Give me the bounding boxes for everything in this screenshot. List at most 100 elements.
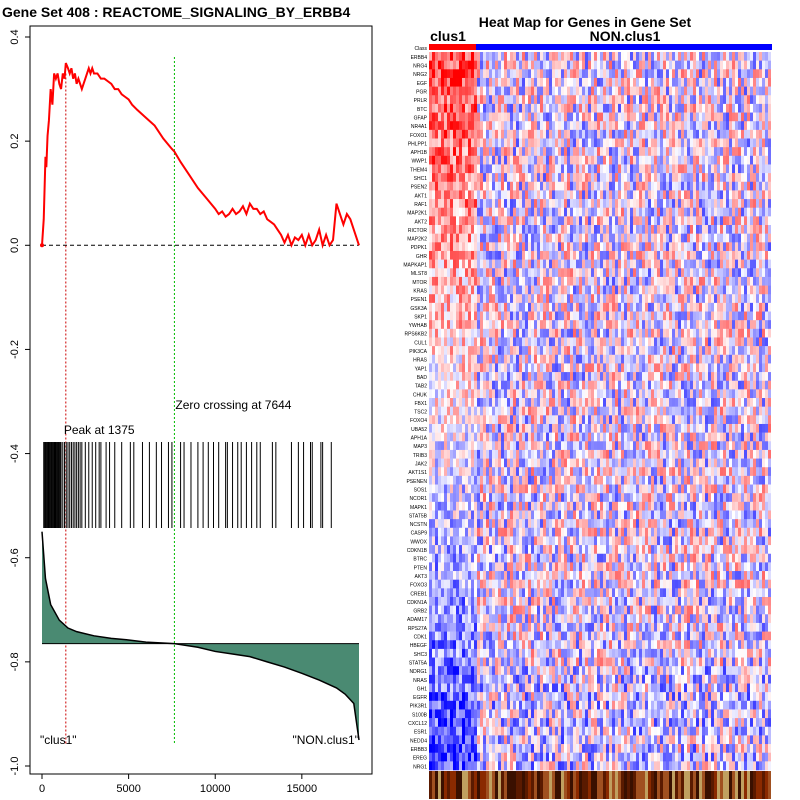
heatmap-cell	[657, 207, 660, 217]
heatmap-cell	[504, 285, 507, 295]
heatmap-cell	[537, 250, 540, 260]
heatmap-cell	[462, 216, 465, 226]
heatmap-cell	[654, 311, 657, 321]
heatmap-cell	[528, 259, 531, 269]
heatmap-cell	[546, 354, 549, 364]
heatmap-cell	[603, 268, 606, 278]
heatmap-cell	[666, 346, 669, 356]
heatmap-cell	[528, 363, 531, 373]
heatmap-cell	[768, 60, 771, 70]
heatmap-cell	[636, 268, 639, 278]
heatmap-cell	[507, 346, 510, 356]
heatmap-cell	[624, 129, 627, 139]
heatmap-cell	[519, 207, 522, 217]
heatmap-cell	[486, 95, 489, 105]
heatmap-cell	[606, 380, 609, 390]
heatmap-cell	[528, 52, 531, 61]
heatmap-cell	[738, 129, 741, 139]
heatmap-cell	[675, 69, 678, 79]
heatmap-cell	[621, 380, 624, 390]
heatmap-cell	[576, 52, 579, 61]
heatmap-cell	[531, 225, 534, 234]
heatmap-cell	[741, 103, 744, 113]
heatmap-cell	[522, 415, 525, 425]
heatmap-cell	[432, 259, 435, 269]
heatmap-cell	[666, 259, 669, 269]
heatmap-cell	[672, 380, 675, 390]
heatmap-cell	[765, 242, 768, 252]
heatmap-cell	[588, 415, 591, 425]
heatmap-cell	[603, 173, 606, 183]
heatmap-cell	[543, 225, 546, 234]
heatmap-cell	[708, 103, 711, 113]
heatmap-cell	[756, 164, 759, 174]
heatmap-cell	[615, 372, 618, 382]
heatmap-cell	[678, 69, 681, 79]
heatmap-cell	[645, 268, 648, 278]
heatmap-cell	[669, 190, 672, 200]
heatmap-cell	[714, 398, 717, 407]
heatmap-cell	[561, 242, 564, 252]
heatmap-cell	[765, 199, 768, 209]
heatmap-cell	[429, 294, 432, 304]
heatmap-cell	[465, 259, 468, 269]
heatmap-cell	[717, 259, 720, 269]
heatmap-cell	[726, 60, 729, 70]
heatmap-cell	[711, 285, 714, 295]
heatmap-cell	[654, 129, 657, 139]
heatmap-cell	[582, 250, 585, 260]
heatmap-cell	[498, 259, 501, 269]
heatmap-cell	[621, 199, 624, 209]
heatmap-cell	[543, 346, 546, 356]
heatmap-cell	[501, 164, 504, 174]
heatmap-cell	[732, 354, 735, 364]
heatmap-cell	[726, 346, 729, 356]
heatmap-cell	[447, 302, 450, 312]
heatmap-cell	[519, 103, 522, 113]
heatmap-cell	[588, 147, 591, 157]
heatmap-cell	[615, 389, 618, 399]
heatmap-cell	[741, 346, 744, 356]
heatmap-cell	[588, 173, 591, 183]
heatmap-cell	[438, 52, 441, 61]
heatmap-cell	[516, 138, 519, 148]
heatmap-cell	[699, 320, 702, 330]
heatmap-cell	[516, 52, 519, 61]
heatmap-cell	[678, 268, 681, 278]
heatmap-cell	[651, 294, 654, 304]
heatmap-cell	[747, 285, 750, 295]
heatmap-cell	[555, 199, 558, 209]
heatmap-cell	[753, 60, 756, 70]
heatmap-cell	[648, 77, 651, 87]
heatmap-cell	[681, 103, 684, 113]
heatmap-cell	[555, 311, 558, 321]
heatmap-cell	[525, 216, 528, 226]
heatmap-cell	[747, 173, 750, 183]
heatmap-cell	[450, 86, 453, 96]
heatmap-cell	[732, 242, 735, 252]
heatmap-cell	[711, 129, 714, 139]
heatmap-cell	[609, 155, 612, 165]
heatmap-cell	[573, 294, 576, 304]
heatmap-cell	[630, 95, 633, 105]
heatmap-cell	[720, 147, 723, 157]
heatmap-cell	[480, 415, 483, 425]
heatmap-cell	[648, 95, 651, 105]
heatmap-cell	[444, 190, 447, 200]
heatmap-cell	[441, 164, 444, 174]
heatmap-cell	[738, 225, 741, 234]
heatmap-cell	[594, 268, 597, 278]
heatmap-cell	[762, 129, 765, 139]
heatmap-cell	[666, 112, 669, 122]
heatmap-cell	[762, 207, 765, 217]
heatmap-cell	[639, 129, 642, 139]
heatmap-cell	[651, 95, 654, 105]
heatmap-cell	[666, 69, 669, 79]
heatmap-cell	[702, 372, 705, 382]
heatmap-cell	[549, 77, 552, 87]
heatmap-cell	[465, 346, 468, 356]
heatmap-cell	[537, 363, 540, 373]
heatmap-cell	[588, 268, 591, 278]
heatmap-cell	[627, 129, 630, 139]
heatmap-cell	[711, 337, 714, 347]
